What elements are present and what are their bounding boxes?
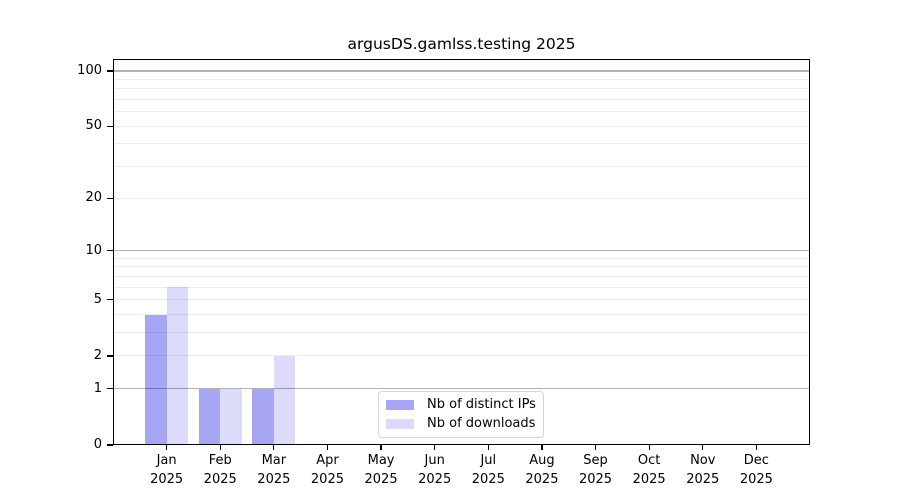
y-axis-label-0: 0 (93, 437, 102, 452)
legend-swatch-distinct-ips (386, 400, 414, 410)
gridline-major-1 (114, 388, 809, 390)
x-label-year: 2025 (257, 472, 291, 487)
x-label-year: 2025 (418, 472, 452, 487)
gridline-minor-20 (114, 197, 809, 199)
x-axis-label-apr: Apr 2025 (292, 451, 362, 489)
x-axis-tick-sep (594, 445, 597, 450)
gridline-minor-9 (114, 257, 809, 259)
x-axis-label-may: May 2025 (346, 451, 416, 489)
x-label-month: Sep (583, 453, 608, 468)
gridline-minor-70 (114, 98, 809, 100)
x-label-year: 2025 (203, 472, 237, 487)
y-axis-label-10: 10 (85, 242, 102, 258)
y-axis-tick-100 (107, 70, 113, 72)
gridline-minor-30 (114, 166, 809, 168)
y-axis-tick-2 (107, 355, 113, 357)
x-label-year: 2025 (739, 472, 773, 487)
y-axis-tick-10 (107, 249, 113, 252)
gridline-minor-60 (114, 111, 809, 113)
gridline-minor-7 (114, 275, 809, 277)
x-label-year: 2025 (632, 472, 666, 487)
legend-entry-distinct-ips: Nb of distinct IPs (386, 397, 536, 413)
gridline-minor-80 (114, 88, 809, 90)
x-label-month: May (367, 453, 395, 468)
gridline-minor-2 (114, 355, 809, 357)
gridline-minor-5 (114, 299, 809, 301)
y-axis-tick-5 (107, 299, 113, 301)
x-label-year: 2025 (471, 472, 505, 487)
y-axis-label-50: 50 (85, 118, 102, 134)
bar-downloads-feb (220, 388, 242, 444)
x-axis-tick-mar (273, 445, 275, 450)
x-label-year: 2025 (578, 472, 613, 487)
x-axis-tick-jan (165, 445, 168, 450)
x-axis-tick-jul (487, 445, 489, 450)
x-label-month: Jan (156, 453, 177, 468)
x-axis-tick-nov (702, 445, 704, 450)
legend-entry-downloads: Nb of downloads (386, 416, 535, 432)
y-axis-label-5: 5 (93, 291, 102, 307)
y-axis-tick-0 (107, 444, 113, 446)
bar-distinct-ips-mar (252, 388, 274, 444)
x-axis-tick-oct (648, 445, 650, 450)
y-axis-label-100: 100 (77, 62, 102, 78)
x-label-month: Aug (529, 453, 555, 468)
x-label-year: 2025 (364, 472, 398, 487)
gridline-major-100 (114, 70, 809, 72)
y-axis-tick-50 (107, 125, 113, 127)
chart-title: argusDS.gamlss.testing 2025 (347, 35, 576, 53)
x-label-month: Jul (480, 453, 497, 468)
gridline-minor-3 (114, 332, 809, 334)
x-label-month: Jun (424, 453, 445, 468)
x-axis-label-jun: Jun 2025 (400, 451, 470, 489)
y-axis-label-20: 20 (85, 190, 102, 206)
gridline-minor-8 (114, 266, 809, 268)
x-label-month: Dec (743, 453, 769, 468)
x-label-year: 2025 (525, 472, 559, 487)
x-axis-label-jul: Jul 2025 (453, 451, 523, 489)
legend: Nb of distinct IPs Nb of downloads (378, 391, 544, 438)
gridline-minor-40 (114, 143, 809, 145)
x-label-month: Mar (261, 453, 287, 468)
y-axis-label-2: 2 (93, 347, 102, 363)
gridline-minor-50 (114, 125, 809, 127)
x-axis-label-sep: Sep 2025 (561, 451, 631, 489)
gridline-minor-6 (114, 286, 809, 288)
x-label-month: Apr (316, 453, 339, 468)
bar-downloads-jan (166, 287, 189, 444)
y-axis-tick-20 (107, 197, 113, 199)
x-axis-tick-may (380, 445, 382, 450)
bar-downloads-mar (273, 355, 296, 444)
gridline-minor-90 (114, 78, 809, 80)
x-axis-tick-dec (755, 445, 758, 450)
x-label-year: 2025 (150, 472, 184, 487)
legend-label-distinct-ips: Nb of distinct IPs (427, 397, 536, 412)
x-axis-tick-aug (541, 445, 543, 450)
y-axis-label-1: 1 (93, 380, 102, 396)
y-axis-tick-1 (107, 388, 113, 390)
gridline-major-10 (114, 250, 809, 252)
legend-label-downloads: Nb of downloads (427, 416, 536, 431)
plot-area-border (113, 59, 810, 445)
x-axis-label-dec: Dec 2025 (721, 451, 791, 489)
x-axis-label-oct: Oct 2025 (614, 451, 684, 489)
x-axis-label-nov: Nov 2025 (668, 451, 738, 489)
x-axis-label-mar: Mar 2025 (239, 451, 309, 489)
x-axis-tick-feb (219, 445, 221, 450)
bar-distinct-ips-feb (198, 388, 221, 444)
x-axis-label-jan: Jan 2025 (132, 451, 202, 489)
x-label-month: Nov (690, 453, 716, 468)
x-axis-tick-apr (326, 445, 329, 450)
x-axis-tick-jun (434, 445, 436, 450)
bar-distinct-ips-jan (145, 314, 167, 444)
x-label-year: 2025 (686, 472, 720, 487)
x-label-year: 2025 (310, 472, 344, 487)
x-axis-label-aug: Aug 2025 (507, 451, 577, 489)
gridline-minor-4 (114, 314, 809, 316)
x-axis-label-feb: Feb 2025 (185, 451, 255, 489)
x-label-month: Feb (208, 453, 232, 468)
legend-swatch-downloads (386, 419, 414, 429)
x-label-month: Oct (637, 453, 661, 468)
